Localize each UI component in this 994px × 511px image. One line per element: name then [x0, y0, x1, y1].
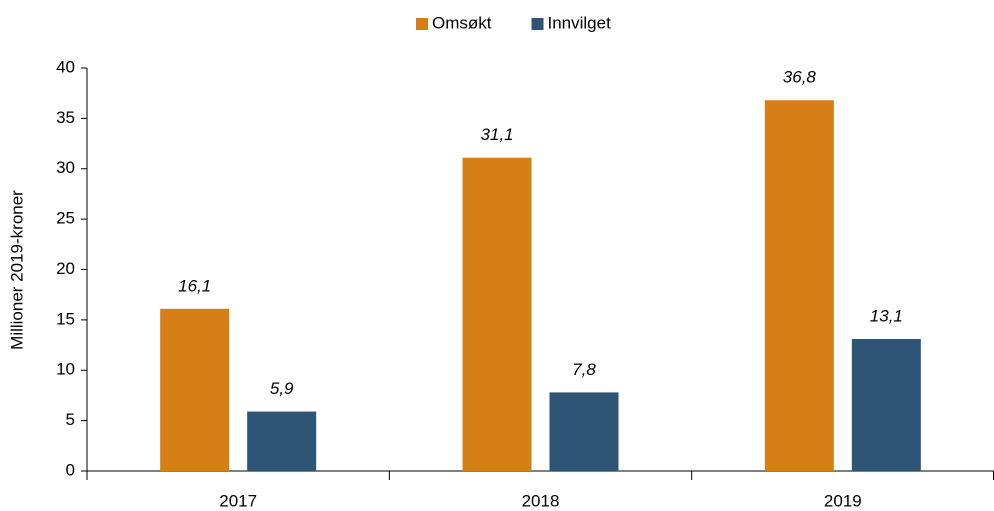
- y-tick-label: 20: [56, 259, 75, 278]
- y-tick-label: 25: [56, 209, 75, 228]
- y-axis-label: Millioner 2019-kroner: [7, 190, 26, 350]
- x-tick-label: 2017: [219, 491, 257, 510]
- bar: [462, 157, 532, 472]
- value-label: 31,1: [480, 125, 513, 144]
- y-tick-label: 15: [56, 309, 75, 328]
- value-label: 13,1: [870, 307, 903, 326]
- legend-label: Innvilget: [548, 13, 612, 32]
- bar: [549, 392, 619, 471]
- value-label: 36,8: [783, 68, 817, 87]
- bar: [851, 339, 921, 471]
- bar: [247, 411, 317, 471]
- legend-swatch: [416, 18, 428, 30]
- value-label: 7,8: [572, 360, 596, 379]
- x-tick-label: 2018: [522, 491, 560, 510]
- y-tick-label: 30: [56, 158, 75, 177]
- y-tick-label: 0: [66, 460, 75, 479]
- bar: [160, 308, 230, 471]
- bar: [764, 100, 834, 472]
- value-label: 16,1: [178, 276, 211, 295]
- y-tick-label: 35: [56, 108, 75, 127]
- y-tick-label: 5: [66, 410, 75, 429]
- y-tick-label: 10: [56, 360, 75, 379]
- legend-label: Omsøkt: [432, 13, 492, 32]
- legend-swatch: [531, 18, 544, 30]
- value-label: 5,9: [270, 379, 294, 398]
- y-tick-label: 40: [56, 57, 75, 76]
- x-tick-label: 2019: [824, 491, 862, 510]
